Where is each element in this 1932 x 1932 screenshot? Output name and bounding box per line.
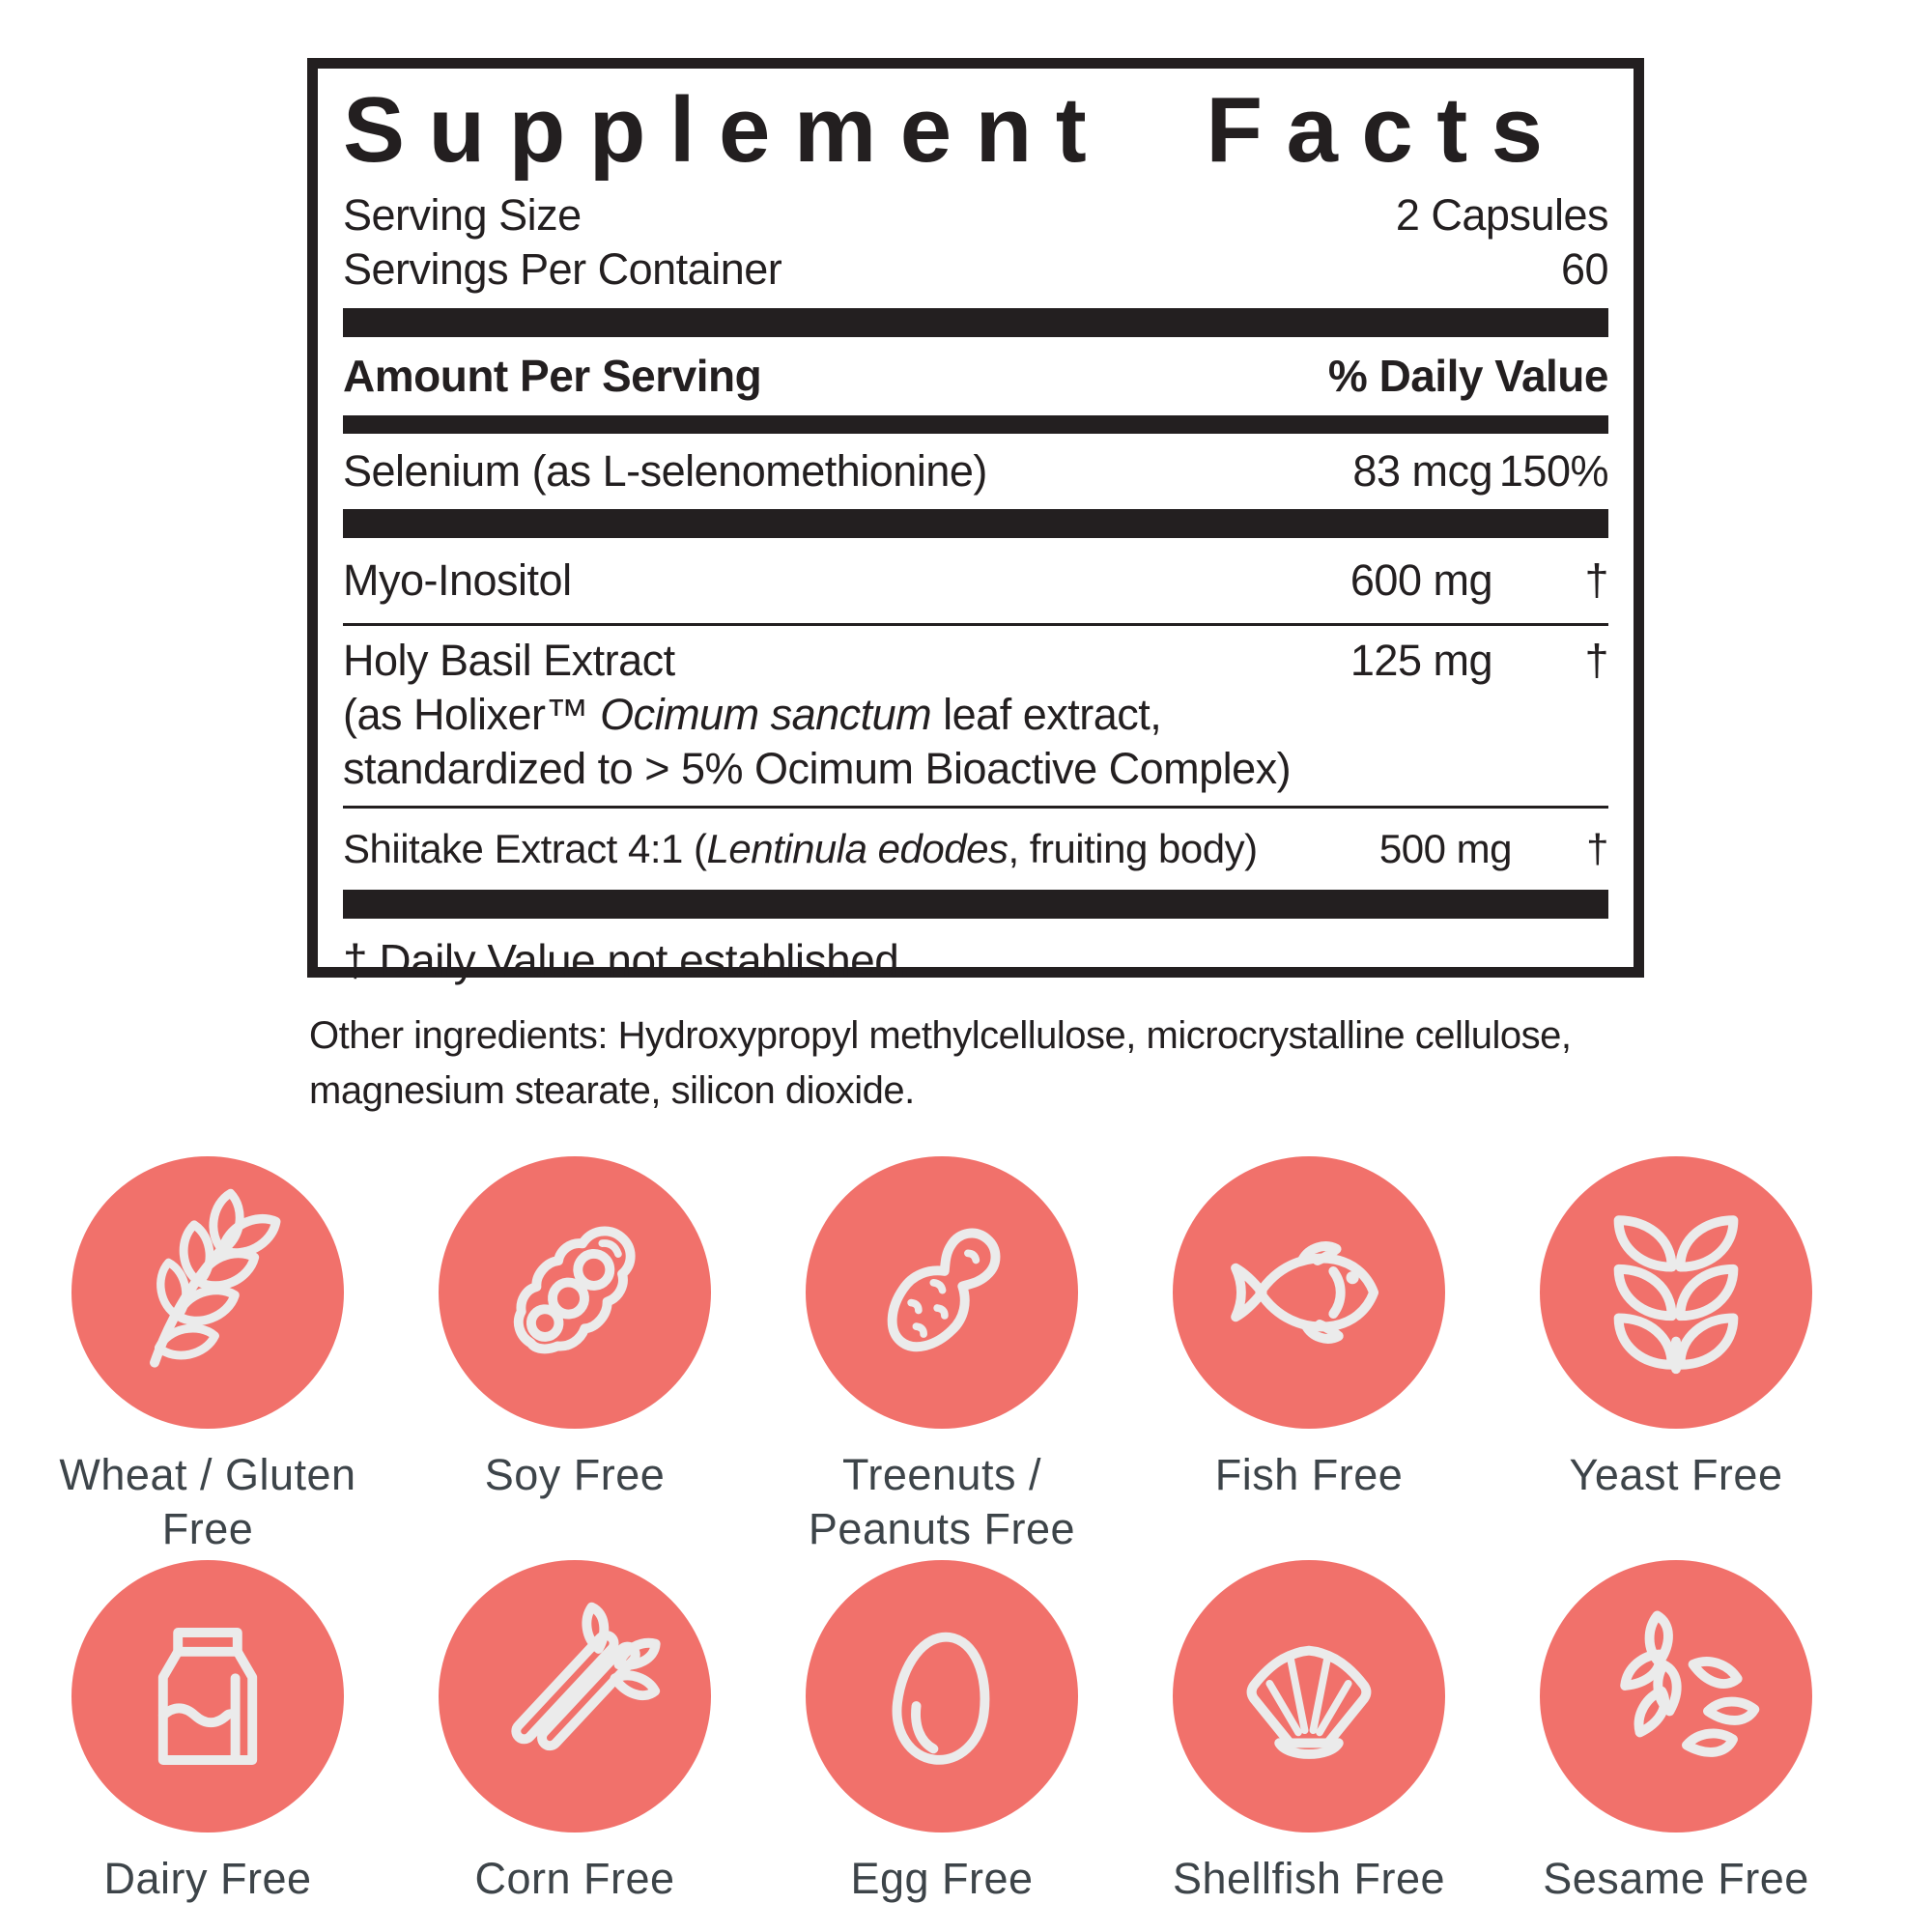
serving-info: Serving Size 2 Capsules Servings Per Con… bbox=[343, 188, 1609, 297]
divider-bar bbox=[343, 890, 1608, 919]
ingredient-subtext: (as Holixer™ Ocimum sanctum leaf extract… bbox=[343, 690, 1162, 739]
ingredient-daily-value: † bbox=[1586, 826, 1608, 871]
badge-label: Soy Free bbox=[484, 1450, 666, 1499]
ingredient-name: Selenium (as L-selenomethionine) bbox=[343, 446, 987, 496]
badge-label: Wheat / Gluten Free bbox=[59, 1450, 356, 1553]
badge-circle bbox=[806, 1156, 1078, 1429]
badge-label: Sesame Free bbox=[1543, 1854, 1809, 1903]
soybean-icon bbox=[513, 1226, 636, 1354]
badge-egg-free: Egg Free bbox=[778, 1560, 1106, 1906]
ingredient-name: Holy Basil Extract bbox=[343, 636, 675, 685]
divider-line bbox=[343, 623, 1608, 626]
badge-dairy-free: Dairy Free bbox=[43, 1560, 372, 1906]
badge-fish-free: Fish Free bbox=[1145, 1156, 1473, 1556]
badge-wheat-gluten-free: Wheat / Gluten Free bbox=[43, 1156, 372, 1556]
serving-size-label: Serving Size bbox=[343, 190, 582, 240]
badge-label: Fish Free bbox=[1214, 1450, 1404, 1499]
ingredient-amount: 600 mg bbox=[1350, 555, 1493, 605]
badge-label: Yeast Free bbox=[1569, 1450, 1783, 1499]
egg-icon bbox=[892, 1632, 990, 1765]
ingredient-subtext: standardized to > 5% Ocimum Bioactive Co… bbox=[343, 744, 1292, 793]
badge-circle bbox=[71, 1560, 344, 1833]
servings-per-container-label: Servings Per Container bbox=[343, 244, 782, 294]
amount-per-serving-header: Amount Per Serving bbox=[343, 351, 762, 401]
ingredient-daily-value: † bbox=[1584, 555, 1608, 605]
ingredient-amount: 125 mg bbox=[1350, 636, 1493, 685]
badge-sesame-free: Sesame Free bbox=[1512, 1560, 1840, 1906]
divider-line bbox=[343, 806, 1608, 809]
panel-title: Supplement Facts bbox=[343, 78, 1567, 182]
servings-per-container-value: 60 bbox=[1560, 244, 1609, 294]
badge-label: Egg Free bbox=[850, 1854, 1034, 1903]
divider-bar bbox=[343, 415, 1608, 434]
badge-circle bbox=[1540, 1156, 1812, 1429]
badge-circle bbox=[1173, 1156, 1445, 1429]
badge-circle bbox=[1173, 1560, 1445, 1833]
ingredient-daily-value: 150% bbox=[1498, 446, 1609, 496]
latin-name: Lentinula edodes bbox=[706, 826, 1009, 871]
badge-circle bbox=[806, 1560, 1078, 1833]
badge-circle bbox=[1540, 1560, 1812, 1833]
daily-value-header: % Daily Value bbox=[1327, 351, 1609, 401]
badge-label: Corn Free bbox=[474, 1854, 675, 1903]
badge-soy-free: Soy Free bbox=[411, 1156, 739, 1556]
badge-circle bbox=[439, 1156, 711, 1429]
sesame-icon bbox=[1620, 1610, 1760, 1757]
divider-bar bbox=[343, 509, 1608, 538]
badge-yeast-free: Yeast Free bbox=[1512, 1156, 1840, 1556]
fish-icon bbox=[1231, 1241, 1379, 1344]
badge-shellfish-free: Shellfish Free bbox=[1145, 1560, 1473, 1906]
badge-label: Treenuts / Peanuts Free bbox=[808, 1450, 1076, 1553]
column-headers: Amount Per Serving % Daily Value bbox=[343, 337, 1609, 415]
ingredient-amount: 500 mg bbox=[1378, 826, 1513, 871]
ingredient-row-shiitake: Shiitake Extract 4:1 (Lentinula edodes, … bbox=[343, 809, 1609, 890]
badge-label: Dairy Free bbox=[103, 1854, 312, 1903]
ingredient-row-holy-basil: Holy Basil Extract 125 mg † (as Holixer™… bbox=[343, 626, 1609, 806]
ingredient-row-selenium: Selenium (as L-selenomethionine) 83 mcg … bbox=[343, 434, 1609, 509]
divider-bar bbox=[343, 308, 1608, 337]
serving-size-value: 2 Capsules bbox=[1395, 190, 1609, 240]
wheat-icon bbox=[150, 1208, 293, 1368]
daily-value-footnote: † Daily Value not established. bbox=[343, 935, 911, 985]
shellfish-icon bbox=[1246, 1645, 1372, 1759]
ingredient-amount: 83 mcg bbox=[1352, 446, 1492, 496]
badge-treenuts-peanuts-free: Treenuts / Peanuts Free bbox=[778, 1156, 1106, 1556]
supplement-facts-panel: Supplement Facts Serving Size 2 Capsules… bbox=[307, 58, 1644, 985]
ingredient-name: Shiitake Extract 4:1 (Lentinula edodes, … bbox=[343, 826, 1258, 871]
other-ingredients-text: Other ingredients: Hydroxypropyl methylc… bbox=[309, 1014, 1572, 1112]
badge-label: Shellfish Free bbox=[1172, 1854, 1446, 1903]
yeast-grain-icon bbox=[1591, 1208, 1761, 1375]
servings-per-container-row: Servings Per Container 60 bbox=[343, 242, 1609, 297]
allergen-badges-row-1: Wheat / Gluten Free Soy Free bbox=[0, 1156, 1932, 1556]
badge-corn-free: Corn Free bbox=[411, 1560, 739, 1906]
latin-name: Ocimum sanctum bbox=[600, 690, 932, 739]
ingredient-name: Myo-Inositol bbox=[343, 555, 572, 605]
badge-circle bbox=[71, 1156, 344, 1429]
milk-carton-icon bbox=[157, 1628, 258, 1765]
peanut-icon bbox=[887, 1228, 1001, 1352]
badge-circle bbox=[439, 1560, 711, 1833]
ingredient-row-myo-inositol: Myo-Inositol 600 mg † bbox=[343, 538, 1609, 623]
ingredient-daily-value: † bbox=[1584, 636, 1608, 685]
allergen-badges-row-2: Dairy Free Corn Free bbox=[0, 1560, 1932, 1906]
serving-size-row: Serving Size 2 Capsules bbox=[343, 188, 1609, 242]
corn-icon bbox=[511, 1602, 661, 1751]
